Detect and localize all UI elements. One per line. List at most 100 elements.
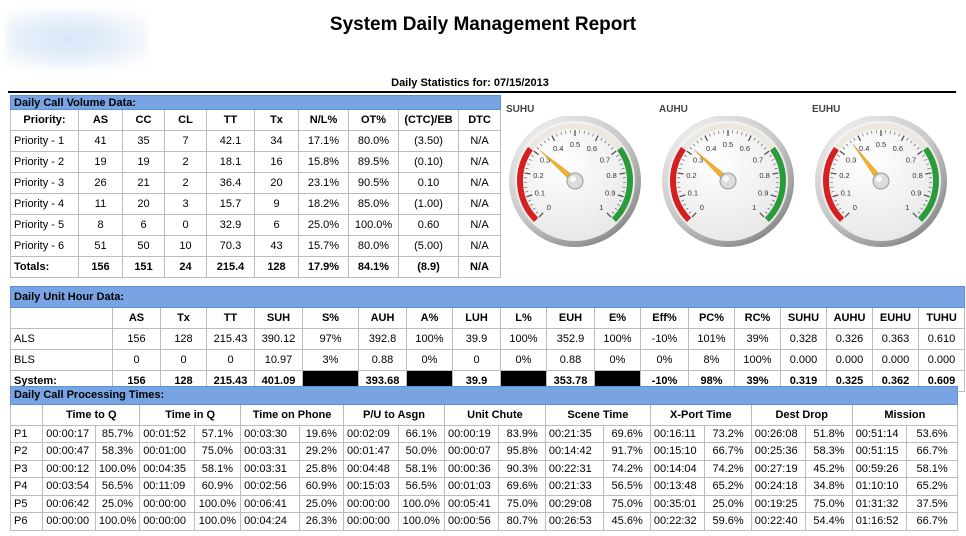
gauge-minor-tick <box>607 143 611 147</box>
gauge-minor-tick <box>689 147 693 150</box>
gauge-tick-label: 0.8 <box>759 171 769 180</box>
table-cell: 00:04:35 <box>139 459 195 478</box>
gauge-band-low <box>823 146 845 223</box>
table-cell: 54.4% <box>805 512 853 531</box>
table-cell: 80.7% <box>498 512 546 531</box>
column-header: TT <box>206 307 255 329</box>
table-cell: 42.1 <box>206 130 255 152</box>
gauge-minor-tick <box>620 163 624 166</box>
gauge-minor-tick <box>592 133 595 137</box>
table-cell: 100% <box>594 328 641 350</box>
table-cell: 00:02:09 <box>343 424 399 443</box>
gauge-minor-tick <box>528 159 532 161</box>
table-cell: 0% <box>500 349 547 371</box>
table-cell: 392.8 <box>358 328 407 350</box>
table-cell: 58.3% <box>805 442 853 461</box>
table-cell: 57.1% <box>193 424 242 443</box>
gauge-major-tick <box>917 150 923 156</box>
table-cell: 01:16:52 <box>851 512 908 531</box>
gauge-minor-tick <box>866 131 868 135</box>
table-cell: 00:00:47 <box>42 442 96 461</box>
row-label: Priority - 5 <box>10 214 79 236</box>
table-cell: 100% <box>734 349 781 371</box>
column-header: TT <box>206 109 255 131</box>
table-cell: 39.9 <box>452 328 501 350</box>
gauge-major-tick <box>830 172 837 175</box>
table-cell: 00:16:11 <box>649 424 706 443</box>
table-cell: 100% <box>406 328 453 350</box>
table-row: P3 00:00:12 100.0% 00:04:35 58.1% 00:03:31 25.… <box>9 459 958 478</box>
row-label: P6 <box>9 512 44 531</box>
gauge-major-tick <box>900 135 905 142</box>
table-cell: 75.0% <box>805 494 853 513</box>
table-cell: 66.7% <box>906 512 958 531</box>
table-row: P1 00:00:17 85.7% 00:01:52 57.1% 00:03:30 19.6… <box>9 424 958 443</box>
gauge-minor-tick <box>588 131 590 135</box>
table-cell: 75.0% <box>498 494 546 513</box>
table-cell: 00:15:03 <box>343 477 399 496</box>
gauge-band-mid <box>528 123 622 151</box>
gauge-minor-tick <box>774 168 778 170</box>
row-label: Priority - 6 <box>10 235 79 257</box>
table-cell: 100.0% <box>94 512 141 531</box>
table-cell: 59.6% <box>704 512 752 531</box>
table-cell: (3.50) <box>398 130 459 152</box>
table-cell: 66.7% <box>704 442 752 461</box>
table-cell: 00:00:00 <box>139 512 195 531</box>
gauge-minor-tick <box>685 207 689 210</box>
table-cell: 58.3% <box>94 442 141 461</box>
gauge-tick-label: 0.6 <box>740 144 750 153</box>
gauge-minor-tick <box>871 130 873 134</box>
column-header: LUH <box>452 307 501 329</box>
table-cell: 0.000 <box>826 349 873 371</box>
gauge-major-tick <box>832 194 839 198</box>
gauge-minor-tick <box>618 199 622 202</box>
gauge-tick-label: 0.5 <box>570 140 580 149</box>
table-row: Priority - 6 51 50 10 70.3 43 15.7% 80.0% (5.00)… <box>10 235 501 257</box>
gauge-major-tick <box>533 150 539 156</box>
table-cell: 00:19:25 <box>750 494 807 513</box>
table-cell: 00:26:53 <box>544 512 605 531</box>
gauge-suhu: SUHU 0 0.1 0.2 0.3 0.4 0.5 0.6 0.7 0.8 0.9 1 <box>500 96 650 256</box>
table-cell: 00:22:31 <box>544 459 605 478</box>
gauge-major-tick <box>704 135 709 142</box>
gauge-minor-tick <box>555 133 558 137</box>
gauge-tick-label: 0.9 <box>911 188 921 197</box>
column-header: OT% <box>348 109 399 131</box>
table-cell: 60.9% <box>298 477 345 496</box>
table-cell: N/A <box>458 214 501 236</box>
call-volume-section-title: Daily Call Volume Data: <box>10 95 501 110</box>
column-header: AUHU <box>826 307 873 329</box>
gauge-tick-label: 0.7 <box>906 155 916 164</box>
gauge-minor-tick <box>565 130 567 134</box>
table-cell: 36.4 <box>206 172 255 194</box>
column-header: Time in Q <box>139 403 242 426</box>
table-row: P5 00:06:42 25.0% 00:00:00 100.0% 00:06:41 25.… <box>9 494 958 513</box>
column-header: P/U to Asgn <box>343 403 445 426</box>
gauge-minor-tick <box>679 163 683 166</box>
column-header: (CTC)/EB <box>398 109 459 131</box>
row-label: P5 <box>9 494 44 513</box>
gauge-minor-tick <box>845 143 849 147</box>
gauge-minor-tick <box>832 163 836 166</box>
table-cell: 90.5% <box>348 172 399 194</box>
table-cell: 00:14:04 <box>649 459 706 478</box>
gauge-minor-tick <box>906 137 909 141</box>
table-cell: 00:03:30 <box>240 424 300 443</box>
table-cell: 00:13:48 <box>649 477 706 496</box>
column-header: DTC <box>458 109 501 131</box>
row-label: Priority - 3 <box>10 172 79 194</box>
table-cell: 6 <box>254 214 299 236</box>
table-cell: 21 <box>122 172 165 194</box>
table-cell: 43 <box>254 235 299 257</box>
gauge-minor-tick <box>618 159 622 161</box>
table-cell: 39% <box>734 328 781 350</box>
gauge-major-tick <box>839 150 845 156</box>
table-cell: 00:25:36 <box>750 442 807 461</box>
unit-hour-section-title: Daily Unit Hour Data: <box>9 286 966 308</box>
call-volume-table: Daily Call Volume Data: Priority: AS CC CL T… <box>10 95 501 278</box>
table-cell: 17.1% <box>298 130 349 152</box>
gauge-tick-label: 0.7 <box>600 155 610 164</box>
gauge-tick-label: 0.7 <box>753 155 763 164</box>
table-cell: 00:05:41 <box>443 494 500 513</box>
